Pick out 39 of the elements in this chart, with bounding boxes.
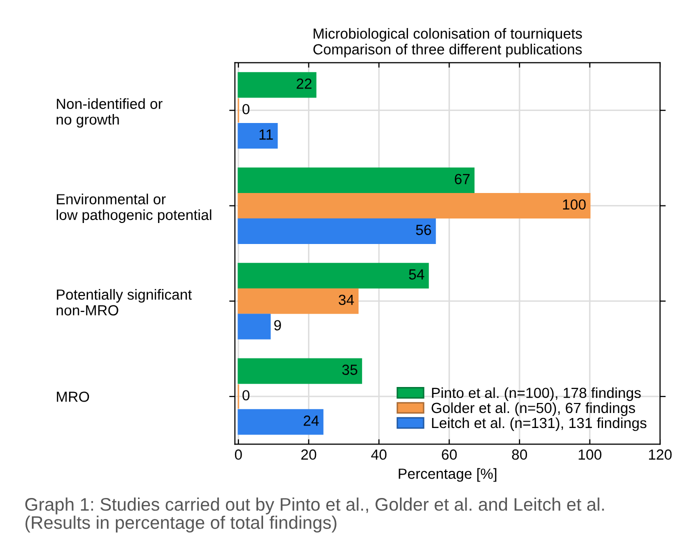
bar <box>238 314 271 340</box>
y-tick-label: Non-identified or no growth <box>56 98 162 128</box>
bar <box>238 192 590 219</box>
bar <box>238 409 324 435</box>
y-tick-label: MRO <box>56 392 90 402</box>
legend-label: Leitch et al. (n=131), 131 findings <box>432 417 646 432</box>
data-label: 9 <box>274 320 281 330</box>
data-label: 22 <box>296 78 312 89</box>
bar <box>238 168 475 194</box>
x-tick-label: 100 <box>578 449 602 460</box>
data-label: 0 <box>242 390 250 400</box>
y-tick-label: Potentially significant non-MRO <box>56 289 192 316</box>
data-label: 54 <box>409 269 424 280</box>
caption: Graph 1: Studies carried out by Pinto et al., Golder et al. and Leitch et al. (Results in percentage of total findings) <box>25 498 604 533</box>
data-label: 67 <box>454 174 470 184</box>
x-tick-label: 40 <box>371 449 386 460</box>
bar <box>238 218 436 244</box>
chart-title: Microbiological colonisation of tourniquets Comparison of three different publications <box>313 28 582 58</box>
legend-label: Pinto et al. (n=100), 178 findings <box>432 387 641 401</box>
bar <box>238 123 278 149</box>
x-tick-label: 120 <box>649 449 672 460</box>
x-tick-label: 20 <box>301 449 316 460</box>
data-label: 0 <box>242 104 250 114</box>
bar <box>238 288 359 314</box>
data-label: 100 <box>563 199 586 210</box>
x-tick-label: 80 <box>512 449 528 460</box>
data-label: 34 <box>338 294 354 306</box>
data-label: 56 <box>416 224 432 236</box>
x-tick-label: 60 <box>442 449 457 460</box>
bar <box>238 72 316 98</box>
data-label: 11 <box>260 130 273 140</box>
bar <box>238 358 362 384</box>
legend-label: Golder et al. (n=50), 67 findings <box>432 402 636 416</box>
data-label: 35 <box>342 364 358 375</box>
bar <box>238 262 429 288</box>
x-axis-title: Percentage [%] <box>398 468 496 482</box>
y-tick-label: Environmental or low pathogenic potential <box>56 194 212 223</box>
x-tick-label: 0 <box>234 449 242 460</box>
data-label: 24 <box>304 416 319 426</box>
